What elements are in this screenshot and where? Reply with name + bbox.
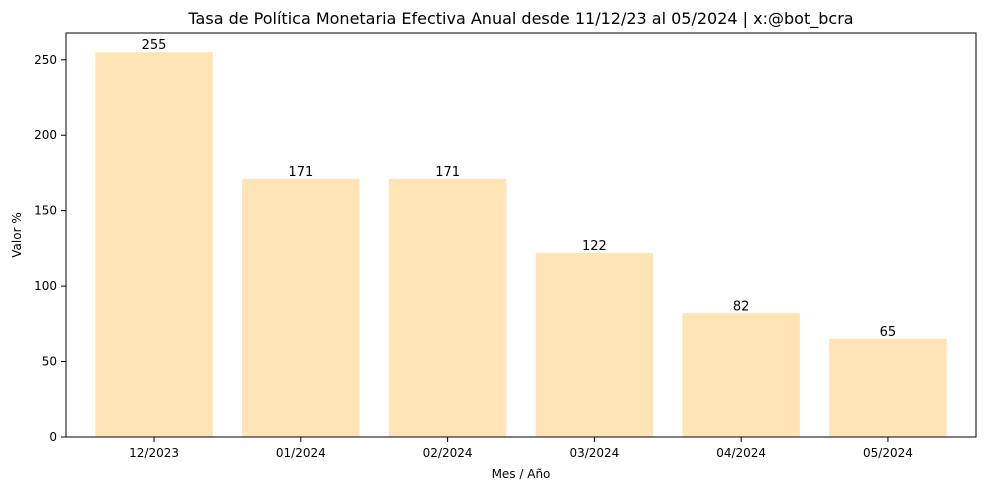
x-tick-label: 03/2024 <box>569 446 619 460</box>
y-tick-label: 50 <box>42 355 57 369</box>
x-axis-label: Mes / Año <box>492 467 551 481</box>
bar-12/2023 <box>95 52 213 438</box>
x-tick-label: 04/2024 <box>716 446 766 460</box>
bars-layer <box>95 52 947 438</box>
bar-05/2024 <box>829 338 947 437</box>
y-tick-label: 100 <box>34 279 57 293</box>
y-axis-label: Valor % <box>10 212 24 257</box>
bar-02/2024 <box>388 178 507 438</box>
x-tick-label: 02/2024 <box>423 446 473 460</box>
x-tick-label: 01/2024 <box>276 446 326 460</box>
bar-value-label: 65 <box>880 325 897 340</box>
x-axis: 12/2023 01/2024 02/2024 03/2024 04/2024 05/20… <box>129 437 913 460</box>
x-tick-label: 12/2023 <box>129 446 179 460</box>
plot-frame <box>65 32 977 438</box>
chart-title: Tasa de Política Monetaria Efectiva Anua… <box>187 9 853 29</box>
y-tick-label: 250 <box>34 53 57 67</box>
bar-04/2024 <box>682 313 800 437</box>
bar-value-label: 171 <box>288 165 313 180</box>
y-tick-label: 0 <box>49 430 57 444</box>
y-axis: 0 50 100 150 200 250 <box>34 53 66 444</box>
bar-value-label: 255 <box>142 38 167 53</box>
bar-value-label: 82 <box>733 299 750 314</box>
bar-01/2024 <box>242 178 360 438</box>
bar-labels-layer: 255 171 171 122 82 65 <box>142 38 897 340</box>
y-tick-label: 200 <box>34 128 57 142</box>
bar-03/2024 <box>535 252 654 437</box>
bar-value-label: 171 <box>435 165 460 180</box>
bar-value-label: 122 <box>582 239 607 254</box>
y-tick-label: 150 <box>34 204 57 218</box>
x-tick-label: 05/2024 <box>863 446 913 460</box>
